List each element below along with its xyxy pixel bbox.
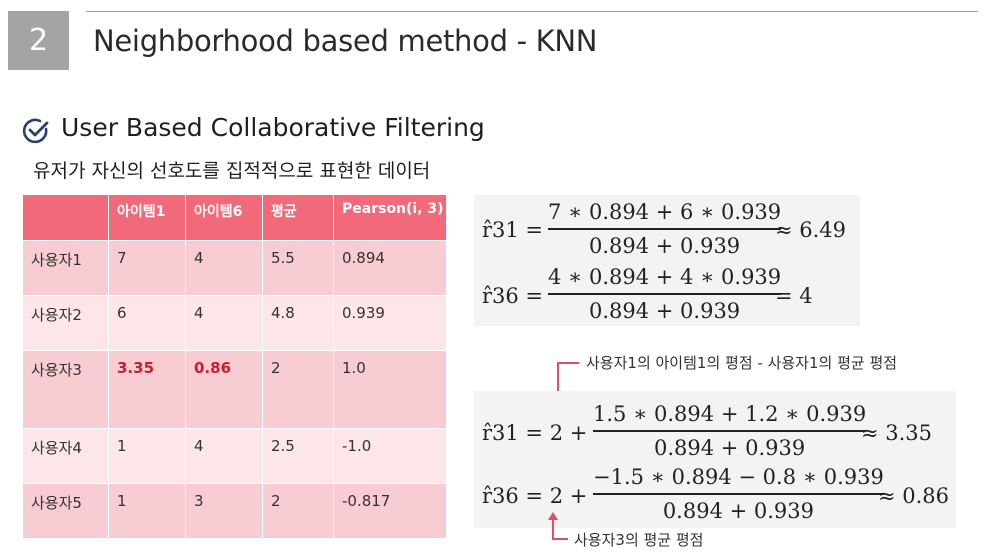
formula-numerator: 7 ∗ 0.894 + 6 ∗ 0.939	[548, 200, 782, 224]
fraction-bar	[593, 493, 884, 495]
formula-denominator: 0.894 + 0.939	[662, 498, 814, 523]
formula-numerator: 1.5 ∗ 0.894 + 1.2 ∗ 0.939	[593, 402, 867, 426]
table-cell: 4	[185, 428, 263, 484]
table-cell: 사용자3	[22, 350, 109, 429]
table-row: 사용자5 1 3 2 -0.817	[22, 483, 447, 539]
table-cell: -0.817	[333, 483, 447, 539]
table-cell: 2	[262, 350, 334, 429]
table-cell: 6	[108, 295, 186, 351]
table-cell: 4	[185, 295, 263, 351]
formula-fraction: 1.5 ∗ 0.894 + 1.2 ∗ 0.939 0.894 + 0.939	[593, 402, 867, 460]
predicted-cell: 3.35	[108, 350, 186, 429]
table-cell: 2	[262, 483, 334, 539]
section-subtitle: 유저가 자신의 선호도를 집적적으로 표현한 데이터	[33, 160, 431, 182]
formula-lhs: r̂31 =	[482, 218, 544, 242]
table-cell: 사용자1	[22, 240, 109, 296]
formula-result: ≈ 3.35	[861, 421, 933, 445]
header-cell: Pearson(i, 3)	[333, 194, 447, 241]
table-cell: 1.0	[333, 350, 447, 429]
formula-result: ≈ 0.86	[878, 484, 950, 508]
table-cell: 4.8	[262, 295, 334, 351]
table-cell: 2.5	[262, 428, 334, 484]
formula-fraction: 4 ∗ 0.894 + 4 ∗ 0.939 0.894 + 0.939	[548, 265, 782, 323]
table-cell: 7	[108, 240, 186, 296]
table-cell: 4	[185, 240, 263, 296]
formula-lhs: r̂36 = 2 +	[482, 484, 588, 508]
annotation-top: 사용자1의 아이템1의 평점 - 사용자1의 평균 평점	[586, 354, 898, 372]
annotation-connector	[552, 519, 554, 539]
section-title: User Based Collaborative Filtering	[61, 113, 485, 142]
table-cell: 사용자5	[22, 483, 109, 539]
arrow-up-icon	[548, 512, 558, 520]
fraction-bar	[593, 430, 867, 432]
table-row: 사용자4 1 4 2.5 -1.0	[22, 428, 447, 484]
formula-box-bottom	[474, 391, 956, 528]
predicted-cell: 0.86	[185, 350, 263, 429]
formula-numerator: −1.5 ∗ 0.894 − 0.8 ∗ 0.939	[593, 465, 884, 489]
fraction-bar	[548, 228, 782, 230]
table-cell: 0.894	[333, 240, 447, 296]
table-row: 사용자1 7 4 5.5 0.894	[22, 240, 447, 296]
annotation-connector	[557, 362, 559, 398]
annotation-connector	[552, 538, 568, 540]
ratings-table: 아이템1 아이템6 평균 Pearson(i, 3) 사용자1 7 4 5.5 …	[22, 194, 447, 539]
formula-fraction: 7 ∗ 0.894 + 6 ∗ 0.939 0.894 + 0.939	[548, 200, 782, 258]
header-cell: 평균	[262, 194, 334, 241]
formula-denominator: 0.894 + 0.939	[588, 233, 741, 258]
formula-box-top	[474, 195, 860, 326]
table-cell: 3	[185, 483, 263, 539]
page-title: Neighborhood based method - KNN	[93, 24, 598, 58]
annotation-bottom: 사용자3의 평균 평점	[574, 531, 704, 549]
table-row: 사용자3 3.35 0.86 2 1.0	[22, 350, 447, 429]
formula-denominator: 0.894 + 0.939	[654, 435, 806, 460]
table-cell: 사용자4	[22, 428, 109, 484]
table-cell: 1	[108, 428, 186, 484]
header-cell: 아이템6	[185, 194, 263, 241]
table-cell: 5.5	[262, 240, 334, 296]
formula-numerator: 4 ∗ 0.894 + 4 ∗ 0.939	[548, 265, 782, 289]
formula-lhs: r̂31 = 2 +	[482, 421, 588, 445]
header-cell	[22, 194, 109, 241]
formula-fraction: −1.5 ∗ 0.894 − 0.8 ∗ 0.939 0.894 + 0.939	[593, 465, 884, 523]
formula-lhs: r̂36 =	[482, 284, 544, 308]
table-cell: 0.939	[333, 295, 447, 351]
table-cell: -1.0	[333, 428, 447, 484]
formula-result: = 4	[775, 284, 813, 308]
check-circle-icon	[22, 118, 49, 144]
section-number-badge: 2	[8, 11, 69, 70]
table-header-row: 아이템1 아이템6 평균 Pearson(i, 3)	[22, 194, 447, 241]
table-row: 사용자2 6 4 4.8 0.939	[22, 295, 447, 351]
header-cell: 아이템1	[108, 194, 186, 241]
formula-result: ≈ 6.49	[775, 218, 847, 242]
table-cell: 사용자2	[22, 295, 109, 351]
formula-denominator: 0.894 + 0.939	[588, 298, 741, 323]
fraction-bar	[548, 293, 782, 295]
header-rule	[86, 11, 978, 12]
table-cell: 1	[108, 483, 186, 539]
annotation-connector	[557, 362, 579, 364]
